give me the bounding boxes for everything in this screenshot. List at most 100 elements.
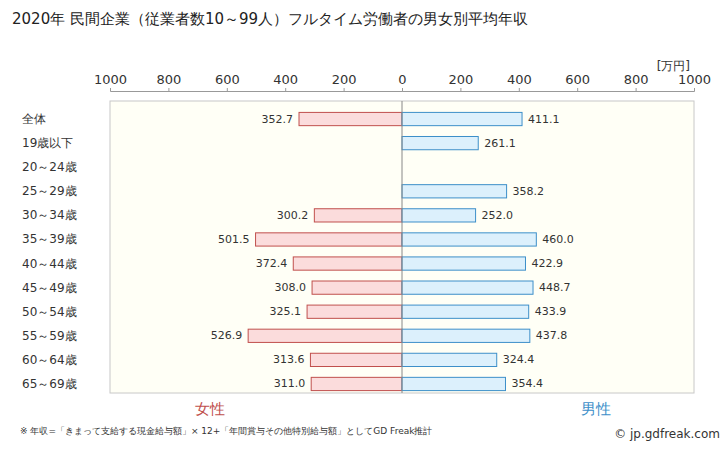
tick-label: 800: [156, 72, 181, 87]
tick-mark: [110, 88, 111, 91]
data-labels: 352.7 300.2 501.5 372.4 308.0 325.1 526.9 313.6…: [211, 113, 574, 391]
tick-label: 400: [507, 72, 532, 87]
tick-mark: [285, 88, 286, 91]
tick-mark: [519, 88, 520, 91]
tick-label: 400: [273, 72, 298, 87]
data-label: 352.7: [262, 113, 294, 126]
zero-line: [402, 101, 403, 393]
data-label: 501.5: [218, 233, 250, 246]
bar: [402, 353, 497, 366]
tick-label: 600: [215, 72, 240, 87]
bar: [402, 377, 505, 390]
data-label: 460.0: [542, 233, 574, 246]
tick: 400: [507, 72, 532, 91]
data-label: 433.9: [535, 305, 567, 318]
footnote: ※ 年収=「きまって支給する現金給与額」× 12+「年間賞与その他特別給与額」と…: [20, 426, 432, 436]
bar: [312, 281, 402, 294]
data-label: 252.0: [482, 209, 513, 222]
data-label: 261.1: [484, 137, 516, 150]
tick-mark: [402, 88, 403, 91]
data-label: 411.1: [528, 113, 560, 126]
category-label: 全体: [22, 112, 46, 126]
category-label: 65～69歳: [22, 377, 77, 391]
axis-unit: [万円]: [657, 59, 690, 73]
bar: [402, 305, 529, 318]
tick: 200: [448, 72, 473, 91]
chart: 2020年 民間企業（従業者数10～99人）フルタイム労働者の男女別平均年収 [万…: [0, 0, 728, 451]
tick-mark: [344, 88, 345, 91]
tick-label: 600: [565, 72, 590, 87]
category-label: 45～49歳: [22, 281, 77, 295]
tick: 1000: [94, 72, 127, 91]
category-label: 19歳以下: [22, 136, 73, 150]
data-label: 313.6: [273, 353, 305, 366]
tick-label: 1000: [94, 72, 127, 87]
data-label: 300.2: [277, 209, 309, 222]
tick-label: 1000: [678, 72, 711, 87]
bar: [310, 353, 402, 366]
tick: 600: [565, 72, 590, 91]
x-axis-right: 0 200 400 600 800 1000: [398, 72, 711, 92]
title: 2020年 民間企業（従業者数10～99人）フルタイム労働者の男女別平均年収: [12, 10, 528, 28]
tick: 600: [215, 72, 240, 91]
bar: [402, 281, 533, 294]
data-label: 354.4: [511, 377, 543, 390]
bar: [402, 185, 507, 198]
bar: [402, 233, 536, 246]
axis-line: [403, 88, 695, 92]
series-label: 男性: [581, 400, 611, 418]
category-label: 55～59歳: [22, 329, 77, 343]
tick: 1000: [678, 72, 711, 91]
x-axis-left: 200 400 600 800 1000: [94, 72, 403, 92]
data-label: 422.9: [531, 257, 563, 270]
category-label: 25～29歳: [22, 184, 77, 198]
y-axis: 全体 19歳以下 20～24歳 25～29歳 30～34歳 35～39歳 40～44歳 45～…: [22, 112, 77, 391]
bar: [402, 257, 525, 270]
tick: 800: [624, 72, 649, 91]
bar: [307, 305, 402, 318]
bar: [402, 329, 530, 342]
tick-label: 200: [448, 72, 473, 87]
bar: [402, 136, 478, 149]
category-label: 40～44歳: [22, 257, 77, 271]
category-label: 60～64歳: [22, 353, 77, 367]
tick-label: 0: [398, 72, 406, 87]
category-label: 50～54歳: [22, 305, 77, 319]
bars: [248, 112, 536, 390]
bar: [311, 377, 402, 390]
tick-mark: [227, 88, 228, 91]
axis-line: [111, 88, 403, 92]
category-label: 30～34歳: [22, 208, 77, 222]
tick-mark: [168, 88, 169, 91]
data-label: 358.2: [513, 185, 545, 198]
bar: [248, 329, 402, 342]
data-label: 311.0: [274, 377, 306, 390]
tick: 400: [273, 72, 298, 91]
data-label: 324.4: [503, 353, 535, 366]
copyright: © jp.gdfreak.com: [614, 427, 720, 441]
data-label: 526.9: [211, 329, 243, 342]
data-label: 308.0: [275, 281, 307, 294]
tick-mark: [694, 88, 695, 91]
data-label: 325.1: [270, 305, 302, 318]
bar: [402, 209, 476, 222]
data-label: 372.4: [256, 257, 288, 270]
category-label: 35～39歳: [22, 232, 77, 246]
bar: [293, 257, 402, 270]
category-label: 20～24歳: [22, 160, 77, 174]
tick-mark: [636, 88, 637, 91]
tick: 0: [398, 72, 406, 91]
data-label: 437.8: [536, 329, 568, 342]
data-label: 448.7: [539, 281, 571, 294]
bar: [402, 112, 522, 125]
series-label: 女性: [195, 400, 225, 418]
bar: [256, 233, 402, 246]
tick: 800: [156, 72, 181, 91]
tick: 200: [332, 72, 357, 91]
tick-label: 800: [624, 72, 649, 87]
tick-mark: [577, 88, 578, 91]
tick-mark: [460, 88, 461, 91]
bar: [314, 209, 402, 222]
tick-label: 200: [332, 72, 357, 87]
bar: [299, 112, 402, 125]
